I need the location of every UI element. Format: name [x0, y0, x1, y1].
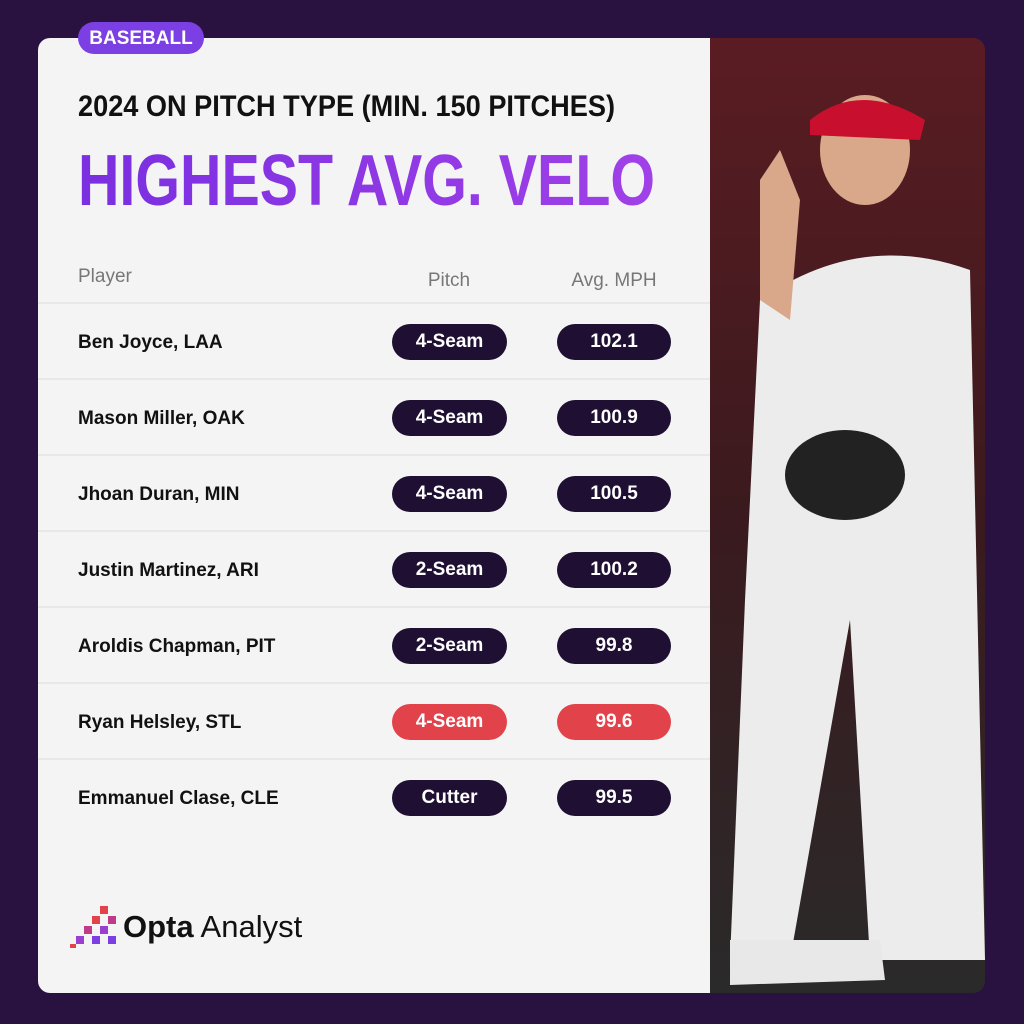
pitch-pill: [392, 628, 507, 664]
avg-mph: 99.5: [596, 787, 633, 808]
mph-pill: [557, 780, 671, 816]
tag: BASEBALL: [89, 28, 193, 49]
pitch-pill: [392, 780, 507, 816]
avg-mph: 99.8: [596, 635, 633, 656]
player-name: Aroldis Chapman, PIT: [78, 636, 276, 657]
mph-pill: [557, 324, 671, 360]
pitch-pill: [392, 552, 507, 588]
pitch-pill: [392, 704, 507, 740]
player-name: Justin Martinez, ARI: [78, 560, 259, 581]
tag-pill: [78, 22, 204, 54]
pitch-pill: [392, 400, 507, 436]
pitch-type: Cutter: [422, 787, 479, 808]
card: [38, 38, 710, 993]
avg-mph: 99.6: [596, 711, 633, 732]
player-name: Ben Joyce, LAA: [78, 332, 223, 353]
column-header: Avg. MPH: [571, 270, 656, 291]
logo-text: Opta Analyst: [123, 909, 303, 944]
avg-mph: 100.9: [590, 407, 638, 428]
logo-product: Analyst: [201, 909, 303, 944]
player-name: Ryan Helsley, STL: [78, 712, 242, 733]
mph-pill: [557, 400, 671, 436]
pitch-type: 4-Seam: [416, 331, 484, 352]
avg-mph: 100.5: [590, 483, 638, 504]
title: HIGHEST AVG. VELO: [78, 141, 655, 221]
mph-pill: [557, 552, 671, 588]
player-name: Emmanuel Clase, CLE: [78, 788, 279, 809]
pitch-type: 2-Seam: [416, 559, 484, 580]
pitch-type: 4-Seam: [416, 407, 484, 428]
mph-pill: [557, 476, 671, 512]
pitch-type: 4-Seam: [416, 483, 484, 504]
logo-icon: [70, 906, 116, 948]
pitch-pill: [392, 476, 507, 512]
mph-pill: [557, 704, 671, 740]
column-header: Player: [78, 266, 133, 287]
logo-brand: Opta: [123, 909, 194, 944]
player-name: Mason Miller, OAK: [78, 408, 245, 429]
avg-mph: 100.2: [590, 559, 638, 580]
player-name: Jhoan Duran, MIN: [78, 484, 240, 505]
pitch-pill: [392, 324, 507, 360]
player-figure: [730, 95, 985, 985]
pitch-type: 4-Seam: [416, 711, 484, 732]
pitch-type: 2-Seam: [416, 635, 484, 656]
mph-pill: [557, 628, 671, 664]
subtitle: 2024 ON PITCH TYPE (MIN. 150 PITCHES): [78, 90, 615, 123]
column-header: Pitch: [428, 270, 470, 291]
avg-mph: 102.1: [590, 331, 638, 352]
